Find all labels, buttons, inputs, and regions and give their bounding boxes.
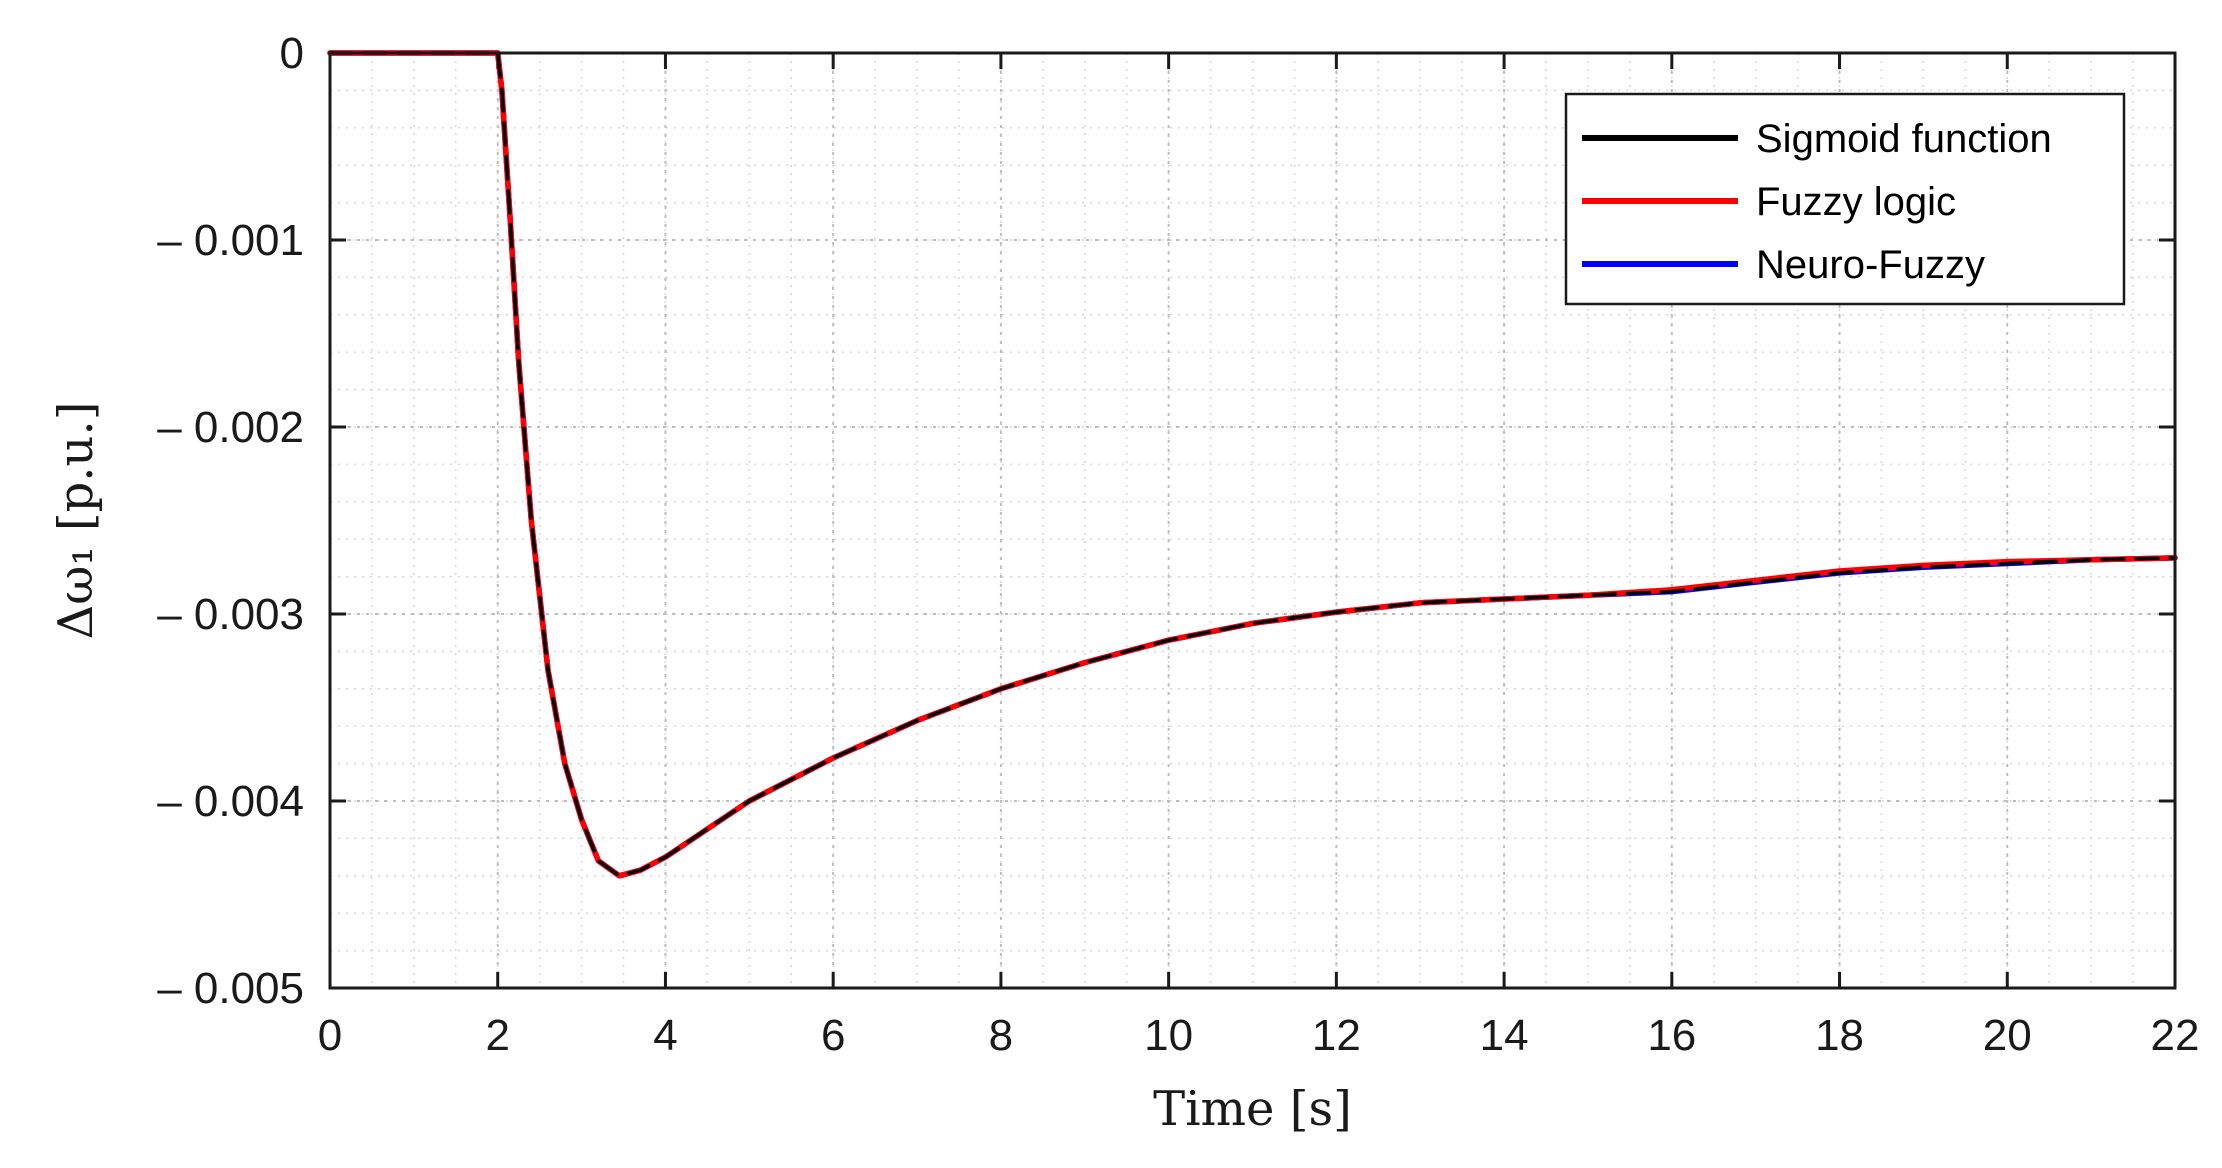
legend-items: Sigmoid function Fuzzy logic Neuro-Fuzzy <box>1582 117 2052 287</box>
y-tick-label: – 0.001 <box>157 216 304 265</box>
legend-label: Fuzzy logic <box>1756 180 1956 224</box>
x-tick-labels: 0 2 4 6 8 10 12 14 16 18 20 22 <box>318 1011 2200 1060</box>
series-line-sigmoid-function <box>328 51 2177 878</box>
legend-label: Sigmoid function <box>1756 117 2052 161</box>
x-tick-label: 10 <box>1144 1011 1193 1060</box>
x-tick-label: 16 <box>1647 1011 1696 1060</box>
y-tick-labels: 0 – 0.001 – 0.002 – 0.003 – 0.004 – 0.005 <box>157 29 304 1013</box>
x-tick-label: 2 <box>485 1011 509 1060</box>
y-tick-label: – 0.003 <box>157 590 304 639</box>
x-tick-label: 6 <box>821 1011 845 1060</box>
plot-frame <box>328 51 2177 990</box>
y-tick-label: – 0.004 <box>157 777 304 826</box>
series-layer <box>327 50 2178 879</box>
x-tick-label: 4 <box>653 1011 677 1060</box>
y-tick-label: 0 <box>280 29 304 78</box>
y-axis-title: Δω₁ [p.u.] <box>48 402 104 640</box>
y-tick-label: – 0.002 <box>157 403 304 452</box>
x-tick-label: 14 <box>1480 1011 1529 1060</box>
y-tick-label: – 0.005 <box>157 964 304 1013</box>
x-tick-label: 0 <box>318 1011 342 1060</box>
legend: Sigmoid function Fuzzy logic Neuro-Fuzzy <box>1564 92 2126 306</box>
x-axis-title: Time [s] <box>1153 1081 1352 1137</box>
x-tick-label: 20 <box>1983 1011 2032 1060</box>
x-tick-label: 8 <box>989 1011 1013 1060</box>
x-tick-label: 18 <box>1815 1011 1864 1060</box>
x-tick-label: 22 <box>2151 1011 2200 1060</box>
legend-label: Neuro-Fuzzy <box>1756 243 1985 287</box>
x-tick-label: 12 <box>1312 1011 1361 1060</box>
